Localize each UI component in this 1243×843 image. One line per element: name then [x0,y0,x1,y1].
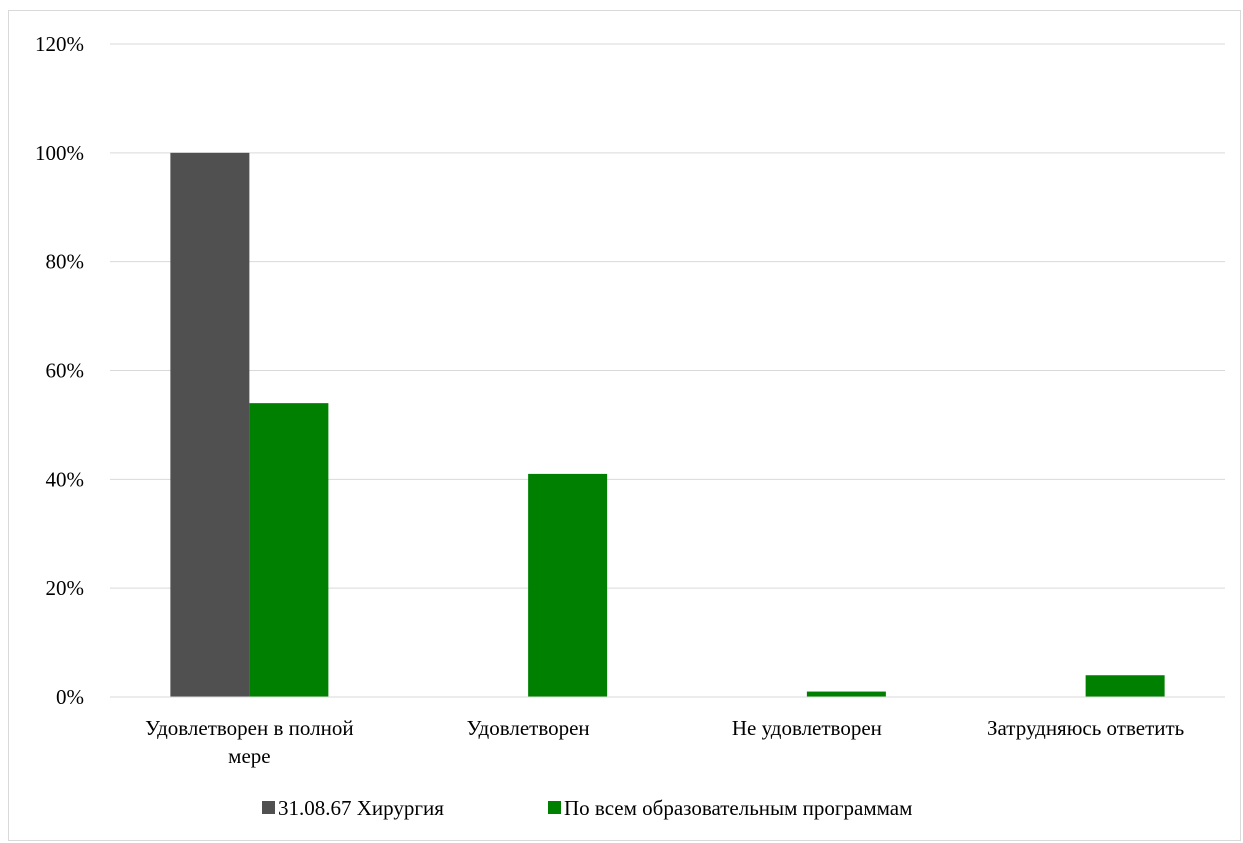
y-tick-label: 20% [46,576,85,600]
bar-series2 [1085,675,1165,697]
x-axis-categories: Удовлетворен в полной мере Удовлетворен Не … [145,716,1184,768]
y-tick-label: 120% [35,32,84,56]
y-tick-label: 100% [35,141,84,165]
bar-series2 [806,691,886,697]
legend-label: По всем образовательным программам [564,796,912,820]
x-category-label: Удовлетворен в полной мере [145,716,353,768]
legend-swatch [262,801,275,814]
legend-label: 31.08.67 Хирургия [278,796,444,820]
x-category-label: Не удовлетворен [732,716,882,740]
legend: 31.08.67 Хирургия По всем образовательным… [262,796,912,820]
legend-swatch [548,801,561,814]
bars [170,152,1165,698]
bar-series2 [249,403,329,697]
x-category-label: Затрудняюсь ответить [987,716,1184,740]
y-axis-ticks: 0% 20% 40% 60% 80% 100% 120% [35,32,84,709]
y-tick-label: 80% [46,250,85,274]
bar-series1 [170,152,250,698]
bar-series2 [528,473,608,697]
y-tick-label: 0% [56,685,84,709]
y-tick-label: 60% [46,359,85,383]
x-category-label: Удовлетворен [467,716,590,740]
y-tick-label: 40% [46,467,85,491]
